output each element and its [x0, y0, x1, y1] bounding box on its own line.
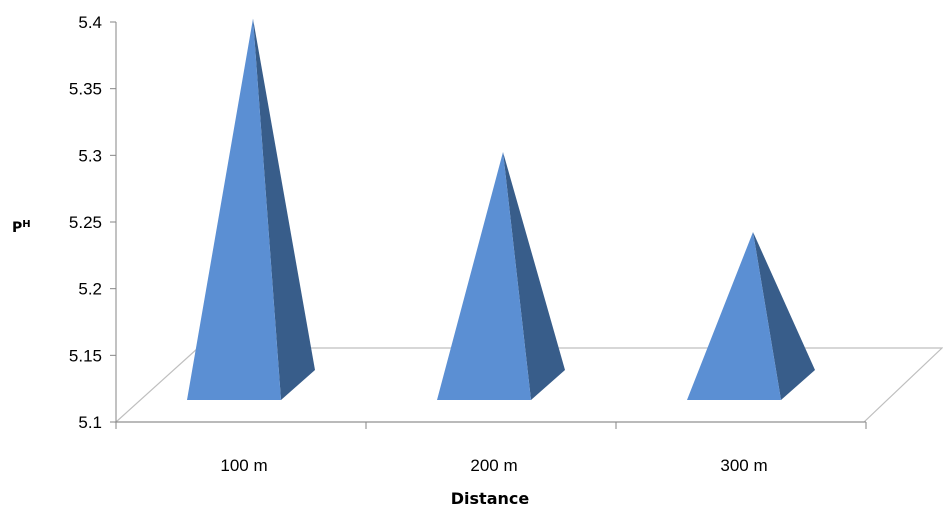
y-ticks: 5.1 5.15 5.2 5.25 5.3 5.35 5.4 [69, 13, 116, 432]
y-tick-label: 5.3 [78, 146, 102, 165]
y-axis-title-sup: H [22, 219, 30, 230]
pyramid-bar [687, 232, 815, 400]
y-axis-title-main: P [12, 220, 22, 236]
x-tick-label: 300 m [720, 456, 767, 475]
x-tick-label: 200 m [470, 456, 517, 475]
pyramid-side-face [503, 152, 565, 400]
pyramid-side-face [753, 232, 815, 400]
y-tick-label: 5.1 [78, 413, 102, 432]
y-tick-label: 5.35 [69, 80, 102, 99]
y-tick-label: 5.25 [69, 213, 102, 232]
y-tick-label: 5.4 [78, 13, 102, 32]
x-ticks: 100 m 200 m 300 m [115, 422, 867, 475]
pyramids [187, 18, 815, 401]
y-tick-label: 5.15 [69, 346, 102, 365]
pyramid-front-face [437, 152, 531, 400]
pyramid-side-face [253, 18, 315, 401]
pyramid-bar [437, 152, 565, 400]
pyramid-front-face [687, 232, 781, 400]
y-axis-title: PH [12, 219, 31, 236]
pyramid-bar [187, 18, 315, 401]
x-tick-label: 100 m [220, 456, 267, 475]
x-axis-title: Distance [451, 489, 530, 508]
pyramid-front-face [187, 18, 281, 401]
y-tick-label: 5.2 [78, 280, 102, 299]
